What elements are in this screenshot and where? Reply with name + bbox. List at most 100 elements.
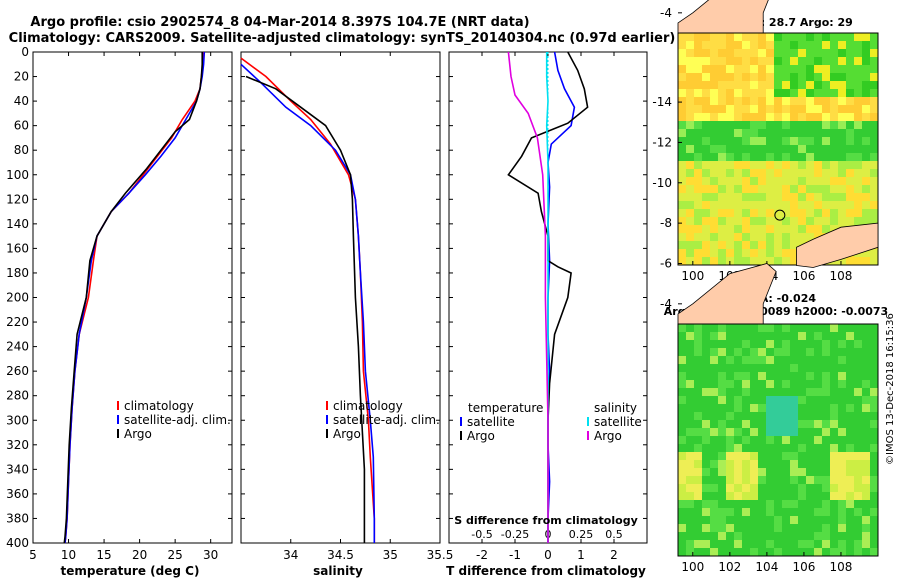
map-cell [782, 348, 790, 356]
map-cell [790, 217, 798, 225]
map-cell [702, 153, 710, 161]
map-cell [846, 193, 854, 201]
map-cell [702, 177, 710, 185]
map-cell [862, 532, 870, 540]
map-cell [798, 452, 806, 460]
map-cell [806, 105, 814, 113]
map-cell [814, 412, 822, 420]
map-cell [838, 161, 846, 169]
map-cell [678, 340, 686, 348]
map-cell [686, 41, 694, 49]
map-cell [742, 169, 750, 177]
map-cell [710, 532, 718, 540]
map-cell [822, 41, 830, 49]
map-cell [822, 508, 830, 516]
map-cell [766, 201, 774, 209]
map-cell [822, 73, 830, 81]
map-cell [774, 193, 782, 201]
map-cell [702, 233, 710, 241]
map-cell [694, 428, 702, 436]
map-cell [726, 492, 734, 500]
map-cell [782, 113, 790, 121]
map-cell [774, 49, 782, 57]
map-cell [678, 380, 686, 388]
map-cell [774, 540, 782, 548]
map-cell [750, 201, 758, 209]
map-cell [718, 372, 726, 380]
map-cell [782, 452, 790, 460]
map-cell [782, 217, 790, 225]
map-cell [814, 420, 822, 428]
map-cell [766, 105, 774, 113]
map-cell [790, 193, 798, 201]
map-cell [718, 356, 726, 364]
map-cell [726, 540, 734, 548]
map-cell [726, 412, 734, 420]
map-cell [806, 324, 814, 332]
map-cell [798, 209, 806, 217]
map-cell [686, 548, 694, 556]
map-cell [838, 113, 846, 121]
map-cell [838, 364, 846, 372]
map-cell [758, 332, 766, 340]
map-cell [758, 193, 766, 201]
map-cell [814, 49, 822, 57]
map-cell [806, 452, 814, 460]
map-cell [678, 105, 686, 113]
map-cell [782, 404, 790, 412]
map-cell [718, 436, 726, 444]
map-cell [790, 169, 798, 177]
map-cell [830, 548, 838, 556]
map-cell [862, 500, 870, 508]
map-cell [726, 356, 734, 364]
map-cell [798, 372, 806, 380]
map-cell [734, 65, 742, 73]
map-cell [790, 388, 798, 396]
map-cell [822, 404, 830, 412]
map-cell [862, 129, 870, 137]
map-cell [798, 340, 806, 348]
map-cell [678, 476, 686, 484]
map-cell [750, 500, 758, 508]
map-cell [726, 153, 734, 161]
map-cell [870, 177, 878, 185]
map-cell [758, 65, 766, 73]
map-cell [726, 81, 734, 89]
map-cell [822, 129, 830, 137]
map-cell [718, 468, 726, 476]
map-cell [702, 65, 710, 73]
map-cell [830, 380, 838, 388]
map-cell [678, 257, 686, 265]
map-cell [702, 500, 710, 508]
map-cell [782, 225, 790, 233]
map-cell [718, 484, 726, 492]
lat-tick-label: -6 [660, 256, 672, 270]
map-cell [862, 201, 870, 209]
map-cell [678, 404, 686, 412]
map-cell [870, 388, 878, 396]
map-cell [830, 452, 838, 460]
map-cell [758, 364, 766, 372]
map-cell [846, 460, 854, 468]
map-cell [686, 145, 694, 153]
map-cell [726, 169, 734, 177]
map-cell [790, 476, 798, 484]
map-cell [854, 356, 862, 364]
map-cell [798, 105, 806, 113]
map-cell [758, 57, 766, 65]
legend-label: climatology [124, 399, 194, 413]
map-cell [830, 356, 838, 364]
map-cell [702, 532, 710, 540]
map-cell [814, 177, 822, 185]
map-cell [822, 484, 830, 492]
map-cell [870, 169, 878, 177]
map-cell [814, 348, 822, 356]
map-cell [782, 372, 790, 380]
map-cell [782, 137, 790, 145]
map-cell [870, 332, 878, 340]
map-cell [846, 476, 854, 484]
map-cell [790, 428, 798, 436]
map-cell [710, 65, 718, 73]
map-cell [806, 500, 814, 508]
